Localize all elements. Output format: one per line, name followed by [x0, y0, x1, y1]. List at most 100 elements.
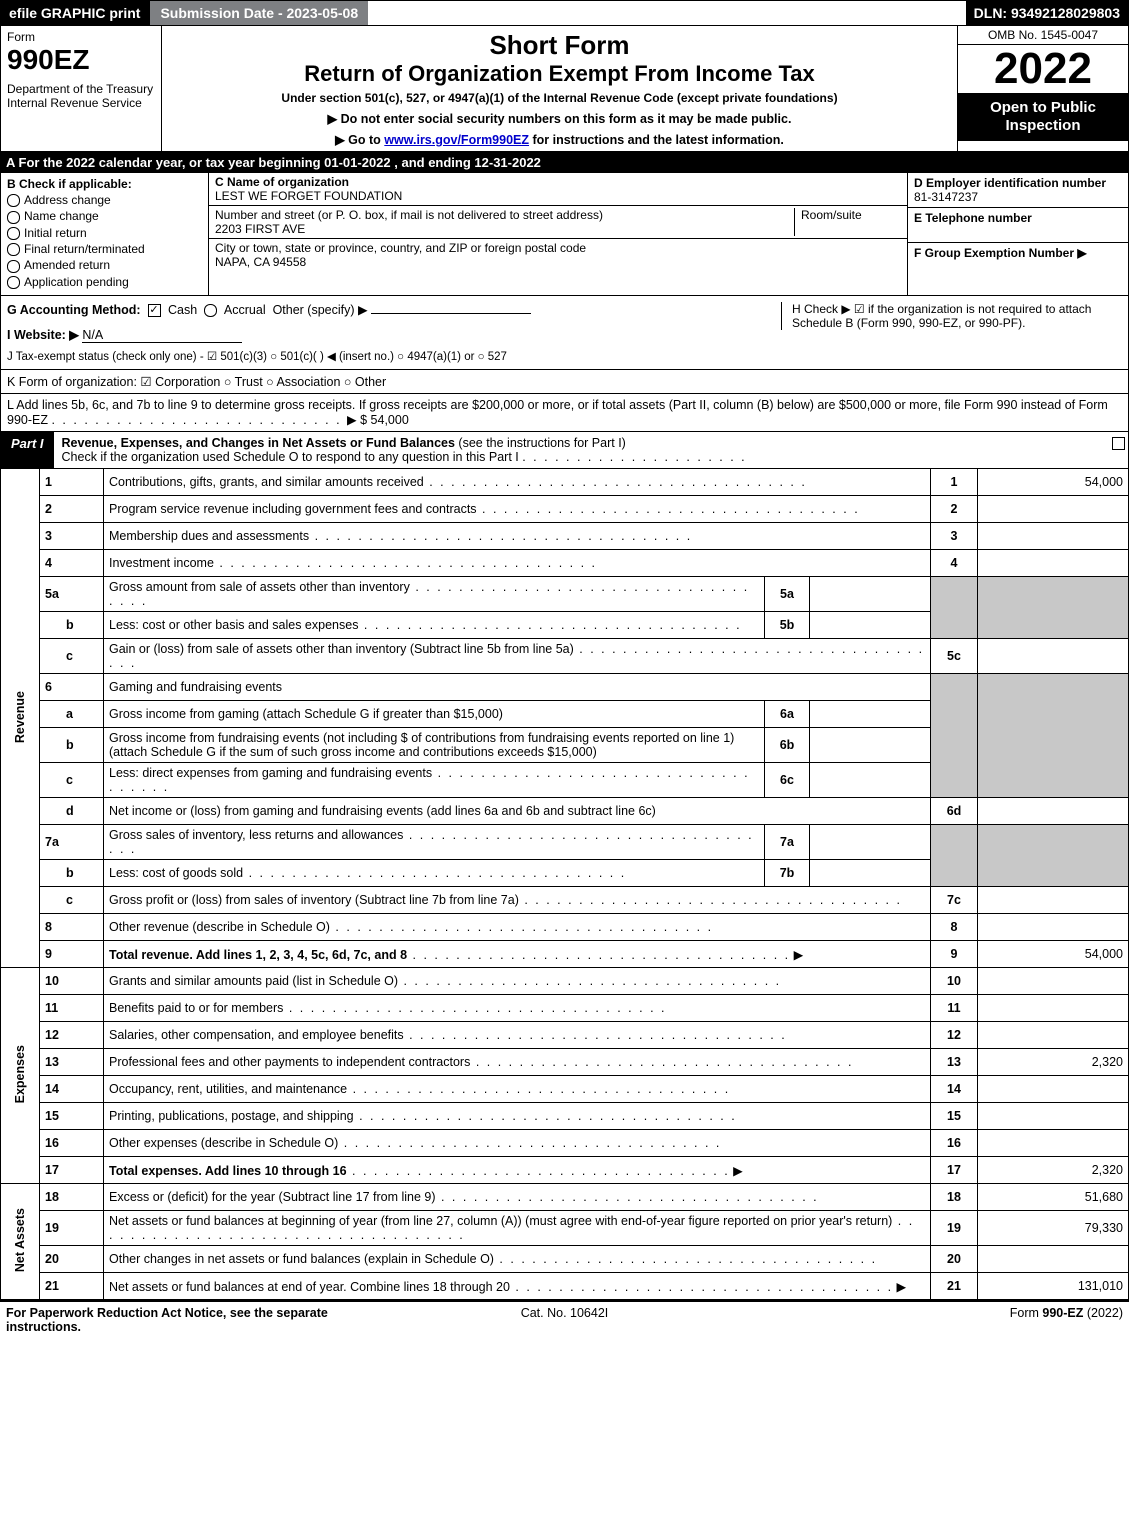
note-goto: ▶ Go to www.irs.gov/Form990EZ for instru… [168, 132, 951, 147]
l16-rnum: 16 [931, 1130, 978, 1157]
l21-num: 21 [40, 1273, 104, 1300]
part-i-label: Part I [1, 432, 54, 468]
l15-val [978, 1103, 1129, 1130]
l4-num: 4 [40, 550, 104, 577]
l5a-num: 5a [40, 577, 104, 612]
dln-label: DLN: 93492128029803 [966, 1, 1128, 25]
col-c-org-info: C Name of organization LEST WE FORGET FO… [209, 173, 907, 295]
l2-val [978, 496, 1129, 523]
l6d-num: d [40, 798, 104, 825]
l5b-desc: Less: cost or other basis and sales expe… [104, 612, 765, 639]
j-tax-exempt: J Tax-exempt status (check only one) - ☑… [7, 349, 1122, 363]
l6a-num: a [40, 701, 104, 728]
l1-num: 1 [40, 469, 104, 496]
l20-val [978, 1246, 1129, 1273]
row-l: L Add lines 5b, 6c, and 7b to line 9 to … [0, 394, 1129, 432]
l6c-num: c [40, 763, 104, 798]
l12-rnum: 12 [931, 1022, 978, 1049]
l3-rnum: 3 [931, 523, 978, 550]
l6b-num: b [40, 728, 104, 763]
c-addr-label: Number and street (or P. O. box, if mail… [215, 208, 603, 222]
side-revenue: Revenue [1, 469, 40, 968]
row-k: K Form of organization: ☑ Corporation ○ … [0, 370, 1129, 394]
l10-val [978, 968, 1129, 995]
l5a-innum: 5a [765, 577, 810, 612]
l16-num: 16 [40, 1130, 104, 1157]
l21-val: 131,010 [978, 1273, 1129, 1300]
l5b-num: b [40, 612, 104, 639]
l1-desc: Contributions, gifts, grants, and simila… [104, 469, 931, 496]
l6a-inval [810, 701, 931, 728]
footer: For Paperwork Reduction Act Notice, see … [0, 1300, 1129, 1338]
l5c-val [978, 639, 1129, 674]
chk-amended-return[interactable]: Amended return [7, 258, 202, 272]
b-label: B Check if applicable: [7, 177, 202, 191]
l7a-inval [810, 825, 931, 860]
l13-rnum: 13 [931, 1049, 978, 1076]
footer-center: Cat. No. 10642I [378, 1306, 750, 1334]
chk-cash[interactable] [148, 304, 161, 317]
l7ab-shade [931, 825, 978, 887]
l5a-desc: Gross amount from sale of assets other t… [104, 577, 765, 612]
side-expenses: Expenses [1, 968, 40, 1184]
part-i-header: Part I Revenue, Expenses, and Changes in… [0, 432, 1129, 469]
l2-num: 2 [40, 496, 104, 523]
chk-name-change[interactable]: Name change [7, 209, 202, 223]
l6-num: 6 [40, 674, 104, 701]
room-label: Room/suite [801, 208, 862, 222]
c-city-label: City or town, state or province, country… [215, 241, 586, 255]
irs-link[interactable]: www.irs.gov/Form990EZ [384, 133, 529, 147]
part-i-title: Revenue, Expenses, and Changes in Net As… [62, 436, 455, 450]
row-a-tax-year: A For the 2022 calendar year, or tax yea… [0, 152, 1129, 173]
chk-application-pending[interactable]: Application pending [7, 275, 202, 289]
form-header: Form 990EZ Department of the Treasury In… [0, 26, 1129, 152]
subtitle: Under section 501(c), 527, or 4947(a)(1)… [168, 91, 951, 105]
note2-post: for instructions and the latest informat… [529, 133, 784, 147]
l6d-rnum: 6d [931, 798, 978, 825]
l6b-innum: 6b [765, 728, 810, 763]
l7c-rnum: 7c [931, 887, 978, 914]
submission-date: Submission Date - 2023-05-08 [148, 1, 368, 25]
section-bcd: B Check if applicable: Address change Na… [0, 173, 1129, 296]
l11-num: 11 [40, 995, 104, 1022]
l20-rnum: 20 [931, 1246, 978, 1273]
l10-desc: Grants and similar amounts paid (list in… [104, 968, 931, 995]
l13-val: 2,320 [978, 1049, 1129, 1076]
chk-initial-return[interactable]: Initial return [7, 226, 202, 240]
i-label: I Website: ▶ [7, 328, 79, 342]
org-city: NAPA, CA 94558 [215, 255, 306, 269]
l3-val [978, 523, 1129, 550]
l13-num: 13 [40, 1049, 104, 1076]
l7b-inval [810, 860, 931, 887]
l3-desc: Membership dues and assessments [104, 523, 931, 550]
chk-address-change[interactable]: Address change [7, 193, 202, 207]
tax-year: 2022 [958, 45, 1128, 93]
l2-rnum: 2 [931, 496, 978, 523]
l7a-num: 7a [40, 825, 104, 860]
other-input[interactable] [371, 313, 531, 314]
l6-desc: Gaming and fundraising events [104, 674, 931, 701]
footer-left: For Paperwork Reduction Act Notice, see … [6, 1306, 378, 1334]
chk-accrual[interactable] [204, 304, 217, 317]
l9-desc: Total revenue. Add lines 1, 2, 3, 4, 5c,… [104, 941, 931, 968]
l17-val: 2,320 [978, 1157, 1129, 1184]
l7a-innum: 7a [765, 825, 810, 860]
chk-final-return[interactable]: Final return/terminated [7, 242, 202, 256]
l4-rnum: 4 [931, 550, 978, 577]
l-dots: . . . . . . . . . . . . . . . . . . . . … [51, 413, 347, 427]
l11-rnum: 11 [931, 995, 978, 1022]
l8-desc: Other revenue (describe in Schedule O) [104, 914, 931, 941]
department: Department of the Treasury Internal Reve… [7, 82, 155, 110]
l5b-inval [810, 612, 931, 639]
efile-label[interactable]: efile GRAPHIC print [1, 1, 148, 25]
l6a-desc: Gross income from gaming (attach Schedul… [104, 701, 765, 728]
part-i-checkbox[interactable] [1112, 432, 1128, 468]
l4-desc: Investment income [104, 550, 931, 577]
group-exemption-label: F Group Exemption Number ▶ [914, 246, 1087, 260]
l9-rnum: 9 [931, 941, 978, 968]
l7b-innum: 7b [765, 860, 810, 887]
header-left: Form 990EZ Department of the Treasury In… [1, 26, 162, 151]
l20-desc: Other changes in net assets or fund bala… [104, 1246, 931, 1273]
l9-val: 54,000 [978, 941, 1129, 968]
l10-num: 10 [40, 968, 104, 995]
